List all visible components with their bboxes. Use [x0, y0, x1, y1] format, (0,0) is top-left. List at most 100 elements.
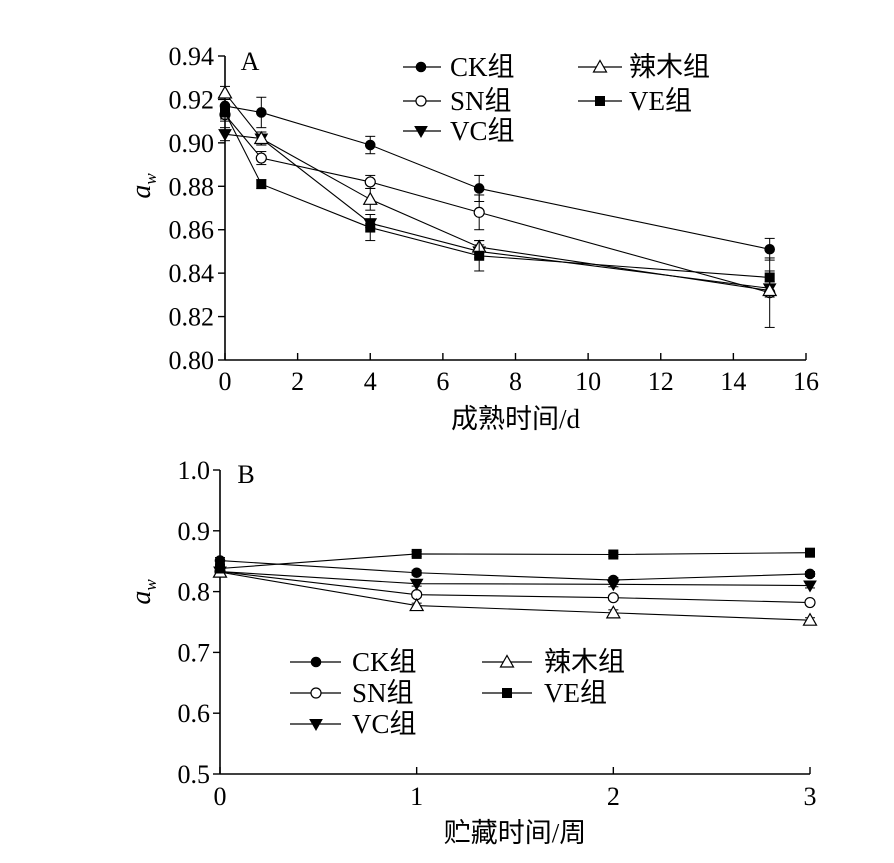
data-point: [215, 563, 225, 574]
chart-panel-a: 0.80 0.82 0.84 0.86 0.88 0.90 0.92 0.94 0 2 4 6 8 10 1…: [126, 42, 819, 434]
data-point: [409, 578, 424, 591]
legend-item: VE组: [578, 86, 692, 116]
data-point: [764, 243, 775, 255]
chart-panel-b: 0.5 0.6 0.7 0.8 0.9 1.0 0 1 2 3 贮藏时间/周 aw B CK组SN组VC组…: [126, 456, 818, 848]
y-axis-title: aw: [126, 579, 160, 605]
x-tick-label: 0: [219, 367, 232, 396]
y-tick-label: 0.5: [178, 760, 211, 789]
series-4: [215, 547, 815, 574]
legend-label: CK组: [450, 52, 515, 82]
y-tick-label: 0.86: [169, 216, 215, 245]
legend-item: VC组: [403, 116, 515, 146]
legend-label: VC组: [450, 116, 515, 146]
legend-marker: [415, 61, 427, 73]
data-point: [364, 139, 376, 151]
data-point: [606, 579, 621, 592]
data-point: [802, 612, 818, 626]
y-axis-title-subscript: w: [141, 173, 160, 185]
panel-label: B: [237, 460, 254, 489]
x-axis-title: 成熟时间/d: [451, 404, 581, 434]
data-point: [804, 568, 816, 580]
y-tick-label: 0.88: [169, 172, 215, 201]
legend-marker: [595, 96, 605, 106]
data-point: [764, 272, 775, 283]
x-tick-label: 8: [509, 367, 522, 396]
y-axis-title: aw: [126, 173, 160, 199]
data-point: [804, 596, 816, 609]
data-point: [217, 85, 233, 99]
x-tick-label: 16: [793, 367, 819, 396]
y-tick-label: 0.94: [169, 42, 215, 71]
data-point: [362, 191, 378, 205]
x-tick-label: 2: [607, 782, 620, 811]
series-line: [219, 570, 811, 587]
legend-label: 辣木组: [629, 52, 710, 82]
y-tick-label: 0.82: [169, 303, 215, 332]
series-2: [218, 127, 777, 296]
y-tick-label: 0.92: [169, 85, 215, 114]
y-tick-label: 0.80: [169, 346, 215, 375]
y-axis-title-main: a: [126, 591, 157, 605]
data-point: [473, 183, 485, 194]
data-point: [805, 547, 815, 558]
legend-item: SN组: [290, 678, 414, 708]
x-tick-label: 2: [291, 367, 304, 396]
series-line: [219, 552, 811, 570]
data-point: [256, 107, 267, 118]
series-2: [213, 566, 817, 593]
series-line: [219, 570, 811, 604]
legend-marker: [414, 126, 428, 139]
x-tick-label: 1: [410, 782, 423, 811]
legend-label: VE组: [544, 678, 607, 708]
legend-item: VC组: [290, 709, 417, 739]
legend-item: 辣木组: [482, 647, 625, 677]
legend-label: SN组: [352, 678, 414, 708]
data-point: [474, 250, 485, 261]
data-point: [365, 222, 376, 233]
series-line: [219, 571, 811, 621]
x-tick-label: 14: [720, 367, 746, 396]
x-tick-label: 12: [648, 367, 674, 396]
y-tick-label: 1.0: [178, 456, 211, 485]
data-point: [255, 152, 267, 164]
legend-marker: [502, 688, 512, 698]
data-point: [803, 580, 817, 593]
legend-label: CK组: [352, 647, 417, 677]
data-point: [411, 548, 422, 559]
data-point: [411, 567, 422, 579]
data-point: [220, 107, 230, 118]
data-point: [253, 130, 269, 145]
data-point: [473, 206, 485, 218]
data-point: [218, 129, 232, 142]
data-point: [256, 179, 267, 190]
y-axis-title-subscript: w: [141, 579, 160, 591]
x-tick-label: 0: [214, 782, 227, 811]
series-line: [219, 560, 811, 581]
y-axis-title-main: a: [126, 185, 157, 199]
data-point: [607, 592, 619, 604]
series-0: [214, 555, 816, 586]
x-tick-label: 6: [436, 367, 449, 396]
legend-item: VE组: [482, 678, 607, 708]
y-tick-label: 0.84: [169, 259, 215, 288]
series-3: [217, 85, 778, 298]
y-tick-label: 0.6: [178, 699, 211, 728]
legend-marker: [310, 687, 322, 699]
series-3: [212, 564, 818, 626]
y-tick-label: 0.8: [178, 578, 211, 607]
y-tick-label: 0.90: [169, 129, 215, 158]
legend-label: VC组: [352, 709, 417, 739]
x-tick-label: 10: [575, 367, 601, 396]
legend-label: SN组: [450, 86, 512, 116]
series-4: [220, 105, 775, 285]
legend-item: 辣木组: [578, 52, 710, 82]
panel-label: A: [241, 47, 260, 76]
legend-marker: [499, 654, 515, 668]
legend-marker: [310, 656, 322, 668]
legend-marker: [309, 719, 323, 732]
legend-label: 辣木组: [544, 647, 625, 677]
data-point: [762, 282, 778, 297]
